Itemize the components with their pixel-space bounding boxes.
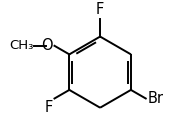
Text: CH₃: CH₃ [9, 39, 33, 52]
Text: F: F [96, 2, 104, 17]
Text: Br: Br [148, 91, 164, 106]
Text: O: O [42, 38, 53, 53]
Text: F: F [44, 100, 53, 116]
